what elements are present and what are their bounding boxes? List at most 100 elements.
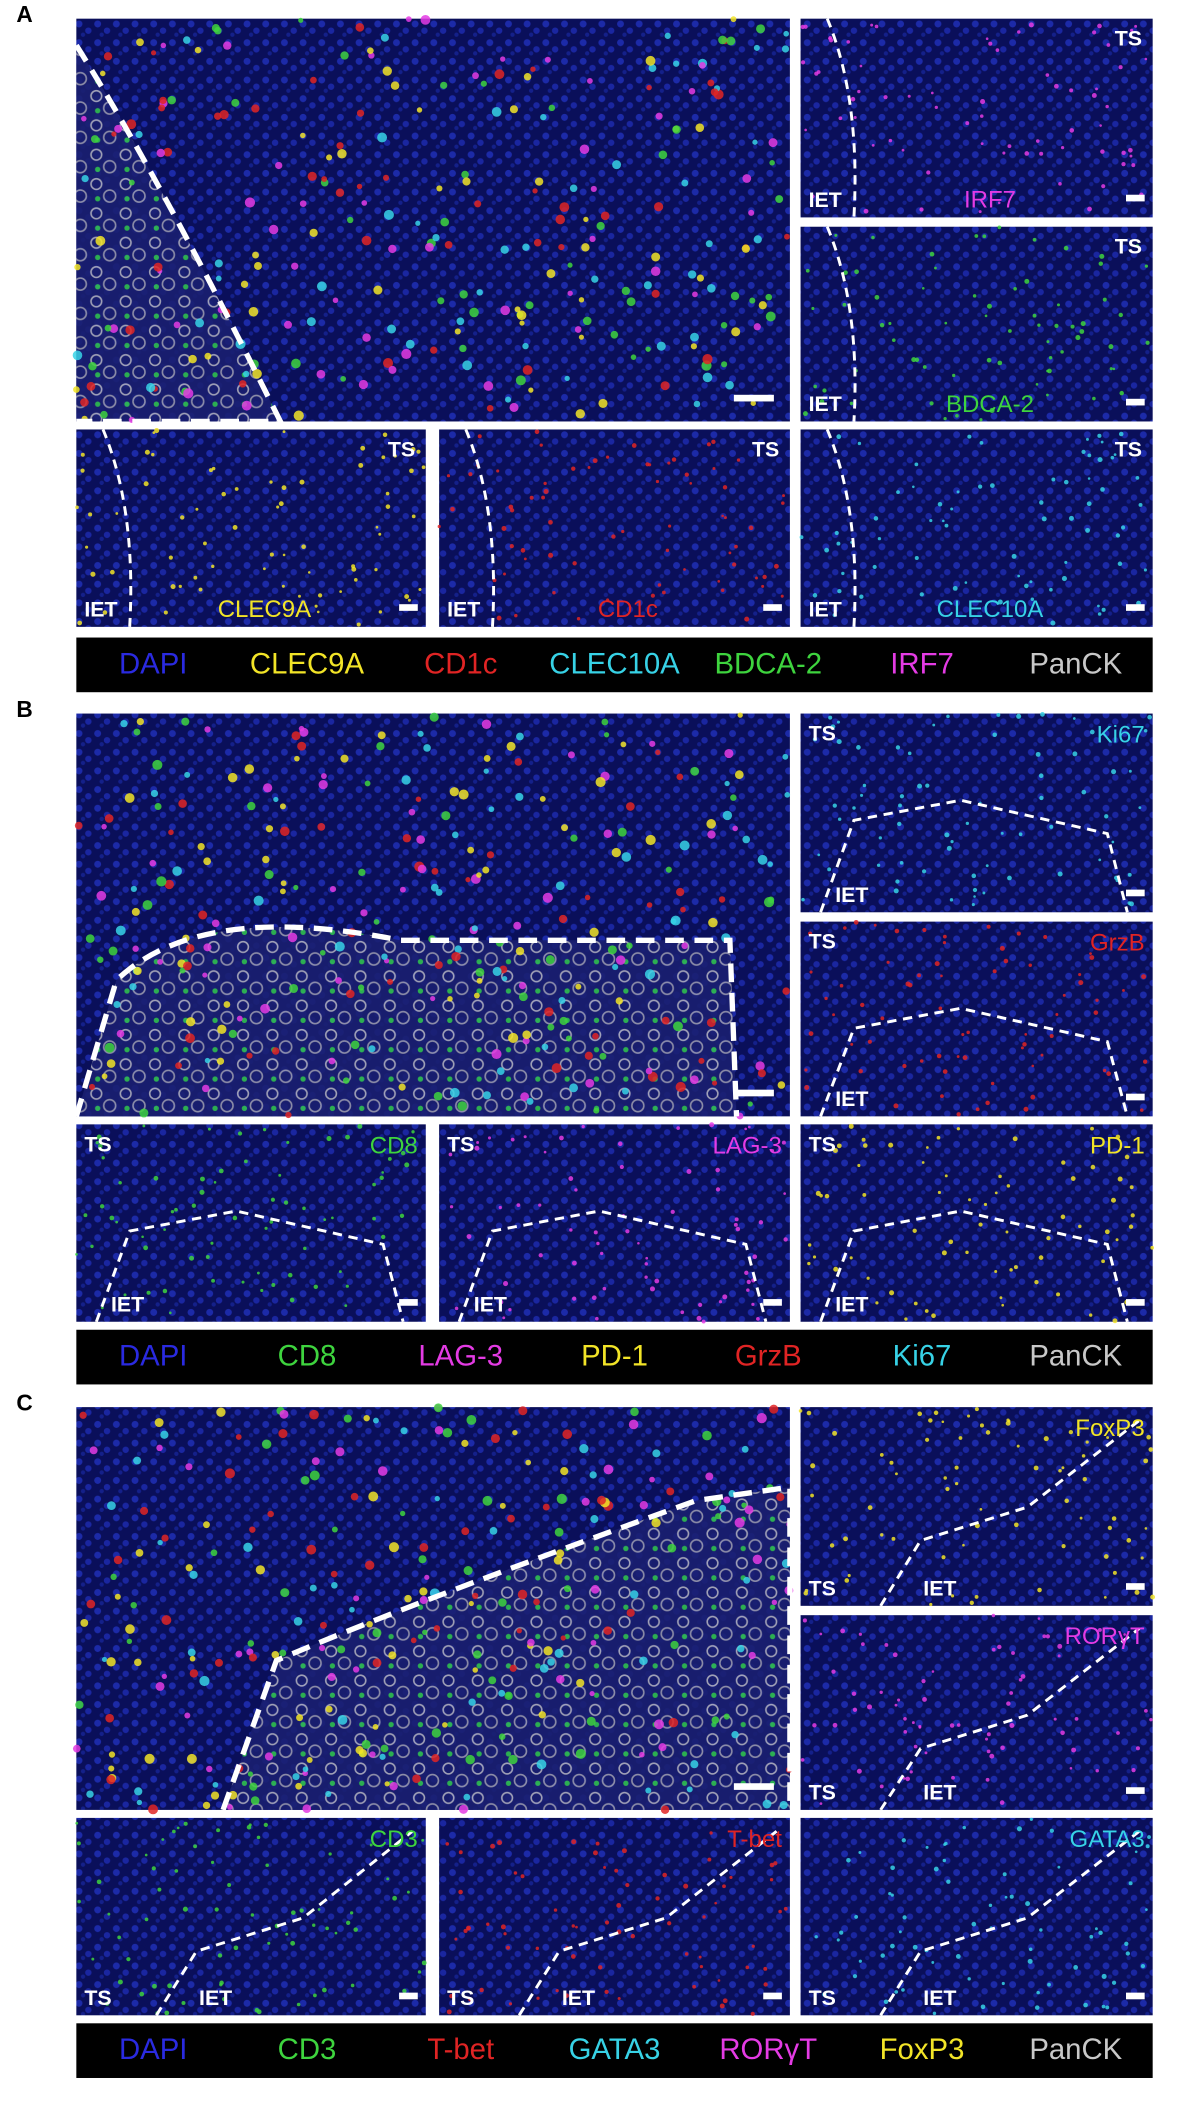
cell	[336, 142, 344, 150]
cell	[1000, 831, 1004, 835]
cell	[467, 846, 475, 854]
cell	[361, 235, 372, 246]
cell	[720, 588, 725, 593]
cell	[463, 1793, 471, 1801]
cell	[399, 886, 406, 893]
cell	[893, 888, 899, 894]
cell	[1043, 935, 1048, 940]
tile-image	[76, 1817, 426, 2016]
cell	[214, 1907, 219, 1912]
cell	[929, 401, 934, 406]
cell	[183, 961, 192, 971]
cell	[986, 1732, 991, 1737]
cell	[331, 1526, 338, 1533]
cell	[720, 321, 728, 329]
cell	[156, 148, 165, 158]
cell	[645, 1256, 649, 1260]
cell	[921, 869, 927, 874]
cell	[1049, 587, 1053, 592]
cell	[639, 1656, 648, 1666]
cell	[200, 1176, 205, 1182]
cell	[879, 1453, 884, 1457]
cell	[183, 388, 194, 399]
cell	[372, 1724, 379, 1730]
region-label: IET	[447, 597, 480, 621]
cell	[153, 262, 163, 272]
cell	[781, 501, 785, 505]
cell	[523, 73, 532, 81]
tile-image	[439, 1124, 790, 1322]
cell	[1070, 324, 1075, 329]
cell	[246, 1052, 253, 1059]
cell	[587, 78, 593, 84]
cell	[903, 1716, 907, 1721]
cell	[456, 317, 465, 326]
cell	[114, 1593, 121, 1600]
cell	[648, 64, 657, 73]
cell	[319, 1621, 327, 1629]
cell	[1100, 440, 1104, 444]
cell	[340, 376, 347, 382]
cell	[432, 233, 440, 242]
cell	[249, 1526, 256, 1533]
cell	[1007, 875, 1012, 881]
cell	[718, 1300, 723, 1304]
cell	[318, 1644, 326, 1652]
cell	[434, 961, 443, 970]
cell	[504, 1691, 513, 1701]
cell	[784, 233, 790, 240]
cell	[146, 382, 156, 393]
cell	[822, 388, 827, 393]
cell	[605, 455, 610, 459]
cell	[708, 917, 718, 928]
cell	[559, 1016, 568, 1026]
cell	[123, 1293, 127, 1297]
cell	[110, 1573, 117, 1581]
cell	[500, 245, 509, 254]
cell	[538, 1253, 543, 1258]
legend-entry: CD3	[278, 2033, 337, 2066]
cell	[83, 1213, 88, 1218]
cell	[1118, 431, 1124, 437]
cell	[95, 235, 106, 246]
cell	[938, 1006, 943, 1011]
cell	[800, 60, 806, 65]
cell	[734, 544, 738, 549]
cell	[390, 81, 400, 90]
cell	[956, 1112, 961, 1117]
cell	[843, 926, 847, 930]
cell	[907, 751, 912, 756]
cell	[1057, 1643, 1063, 1649]
cell	[502, 1316, 506, 1320]
cell	[782, 494, 786, 498]
cell	[236, 1015, 243, 1022]
cell	[912, 485, 915, 489]
cell	[373, 918, 380, 925]
region-label: IET	[923, 1986, 956, 2010]
cell	[514, 758, 523, 766]
cell	[890, 1893, 894, 1897]
cell	[1101, 1259, 1105, 1264]
cell	[1081, 449, 1086, 455]
marker-label: T-bet	[727, 1826, 782, 1853]
cell	[296, 2002, 301, 2007]
cell	[980, 99, 986, 105]
cell	[626, 1608, 635, 1617]
cell	[771, 1599, 778, 1606]
cell	[656, 341, 666, 351]
cell	[1101, 184, 1106, 189]
cell	[699, 62, 706, 69]
cell	[178, 584, 182, 588]
cell	[199, 1189, 205, 1195]
cell	[1028, 963, 1032, 967]
cell	[809, 970, 813, 974]
cell	[536, 1996, 540, 2000]
cell	[380, 1744, 389, 1753]
cell	[732, 562, 737, 567]
cell	[280, 826, 290, 837]
cell	[179, 967, 186, 974]
cell	[803, 24, 808, 29]
cell	[219, 109, 229, 120]
cell	[1129, 1185, 1134, 1190]
cell	[753, 323, 761, 331]
